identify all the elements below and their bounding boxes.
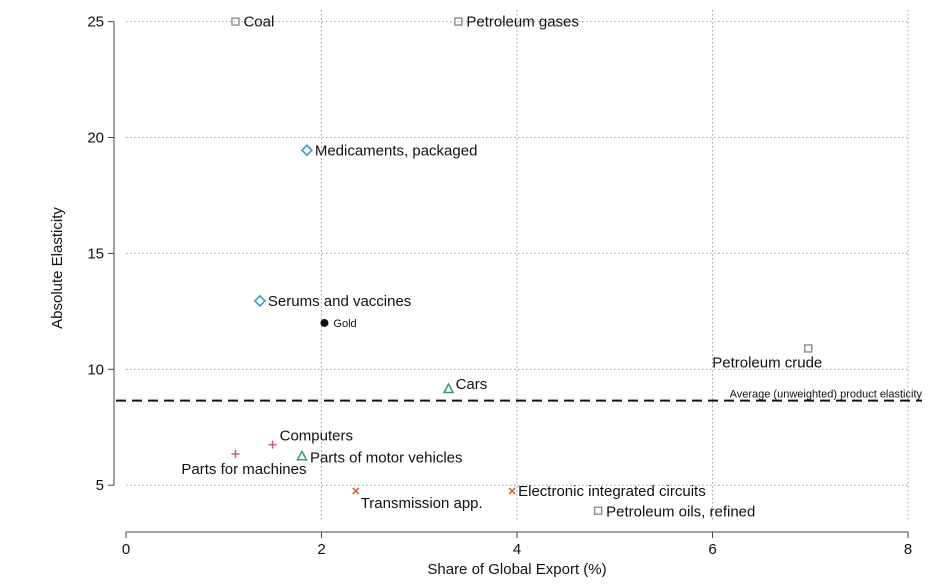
point-label: Gold bbox=[333, 318, 356, 330]
point-label: Parts of motor vehicles bbox=[310, 449, 463, 466]
x-axis-label: Share of Global Export (%) bbox=[427, 561, 606, 578]
point-label: Petroleum oils, refined bbox=[606, 504, 755, 521]
y-tick-label: 25 bbox=[87, 14, 104, 31]
point-coal: Coal bbox=[231, 14, 274, 31]
point-label: Parts for machines bbox=[181, 461, 306, 478]
point-label: Electronic integrated circuits bbox=[518, 483, 706, 500]
square-marker bbox=[231, 17, 240, 26]
point-label: Petroleum crude bbox=[712, 354, 822, 371]
square-marker bbox=[804, 344, 813, 353]
x-tick-label: 0 bbox=[122, 541, 130, 558]
circle-marker bbox=[320, 318, 329, 327]
square-marker bbox=[593, 506, 603, 515]
point-label: Coal bbox=[243, 14, 274, 31]
square-marker bbox=[454, 17, 463, 26]
x-marker-b bbox=[508, 487, 516, 495]
point-label: Petroleum gases bbox=[466, 14, 579, 31]
x-marker-b bbox=[352, 487, 360, 495]
y-tick-label: 10 bbox=[87, 361, 104, 378]
x-tick-label: 2 bbox=[317, 541, 325, 558]
point-parts-for-machines: Parts for machines bbox=[181, 449, 306, 478]
y-tick-label: 20 bbox=[87, 130, 104, 147]
diamond-marker bbox=[300, 144, 313, 157]
y-tick-label: 15 bbox=[87, 245, 104, 262]
point-transmission-app-: Transmission app. bbox=[352, 487, 483, 512]
point-label: Computers bbox=[280, 428, 353, 445]
point-medicaments-packaged: Medicaments, packaged bbox=[300, 142, 478, 159]
point-petroleum-gases: Petroleum gases bbox=[454, 14, 579, 31]
point-label: Cars bbox=[456, 376, 488, 393]
axes: 5 10 15 20 25 0 2 4 6 8 bbox=[87, 14, 912, 558]
point-gold: Gold bbox=[320, 318, 357, 330]
x-tick-label: 6 bbox=[708, 541, 716, 558]
point-computers: Computers bbox=[268, 428, 353, 449]
gridlines bbox=[126, 10, 909, 520]
y-tick-label: 5 bbox=[96, 477, 104, 494]
triangle-marker bbox=[296, 449, 308, 461]
x-tick-label: 4 bbox=[513, 541, 521, 558]
point-label: Medicaments, packaged bbox=[315, 142, 478, 159]
point-parts-of-motor-vehicles: Parts of motor vehicles bbox=[296, 449, 463, 466]
average-elasticity-label: Average (unweighted) product elasticity bbox=[730, 389, 923, 401]
point-petroleum-crude: Petroleum crude bbox=[712, 344, 822, 371]
point-label: Transmission app. bbox=[361, 495, 483, 512]
point-cars: Cars bbox=[442, 376, 488, 394]
point-electronic-integrated-circuits: Electronic integrated circuits bbox=[508, 483, 706, 500]
y-axis-label: Absolute Elasticity bbox=[49, 207, 66, 329]
reference-line-group: Average (unweighted) product elasticity bbox=[116, 389, 923, 402]
point-petroleum-oils-refined: Petroleum oils, refined bbox=[593, 504, 755, 521]
point-label: Serums and vaccines bbox=[268, 293, 411, 310]
point-serums-and-vaccines: Serums and vaccines bbox=[253, 293, 411, 310]
data-points: Coal Petroleum gases Medicaments, packaged… bbox=[181, 14, 822, 521]
triangle-marker bbox=[442, 382, 455, 394]
diamond-marker bbox=[253, 294, 267, 308]
x-tick-label: 8 bbox=[904, 541, 912, 558]
